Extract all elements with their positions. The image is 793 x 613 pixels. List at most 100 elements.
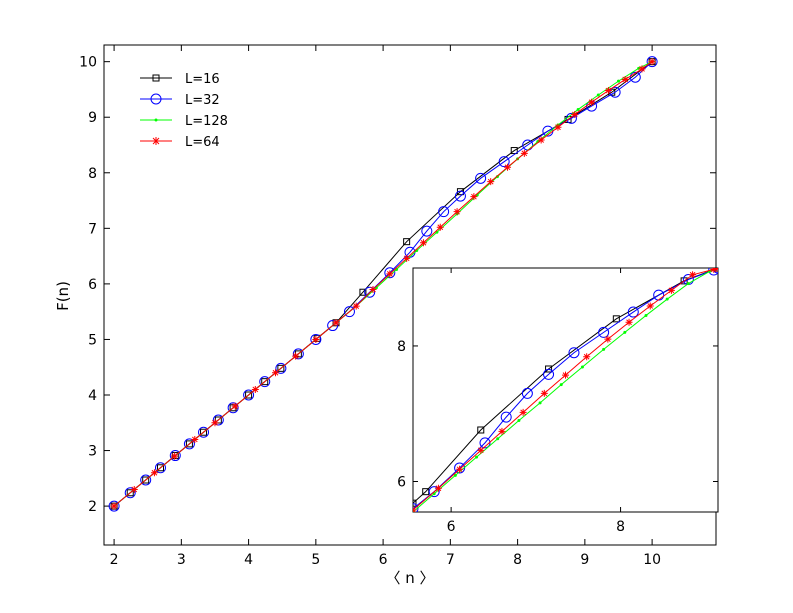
main-point-l64 [171,452,179,460]
main-point-l64 [604,87,612,95]
main-point-l64 [352,302,360,310]
main-point-l64 [554,123,562,131]
main-point-l64 [648,58,656,66]
inset-point-l64 [562,371,569,379]
inset-point-l128 [665,297,669,301]
main-x-tick-label: 2 [110,552,119,568]
legend: L=16 L=32 L=128 L=64 [140,72,228,150]
main-point-l16 [261,378,269,386]
inset-point-l64 [477,446,485,454]
main-point-l64 [487,178,495,186]
main-y-tick-label: 7 [88,221,97,237]
inset-point-l32 [598,326,610,338]
inset-point-l64 [604,335,612,343]
main-point-l64 [571,110,579,118]
inset-point-l32 [500,411,512,423]
inset-axis-ticks: 6 8 6 8 [397,268,718,535]
main-point-l64 [453,208,461,216]
inset-point-l128 [496,437,500,441]
main-point-l64 [419,239,427,247]
main-point-l64 [638,65,646,73]
legend-marker-l16 [152,74,160,82]
inset-series-line-l64 [413,268,718,511]
legend-label-l16: L=16 [185,72,220,87]
main-point-l64 [504,163,512,171]
main-x-tick-label: 8 [513,552,522,568]
inset-point-l16 [413,499,417,507]
inset-series-l64 [413,268,718,512]
main-y-tick-label: 5 [88,332,97,348]
main-point-l64 [369,285,377,293]
inset-point-l16 [477,426,485,434]
legend-label-l128: L=128 [185,114,228,129]
inset-series-line-l128 [413,268,718,512]
main-point-l64 [150,469,158,477]
main-y-tick-label: 4 [88,388,97,404]
main-point-l32 [275,362,287,374]
inset-point-l128 [644,313,648,317]
inset-point-l16 [545,365,553,373]
legend-entry-l32: L=32 [140,93,220,108]
main-point-l128 [576,107,580,111]
main-x-tick-label: 4 [244,552,253,568]
main-y-tick-label: 3 [88,444,97,460]
inset-point-l128 [623,330,627,334]
inset-y-tick-label: 8 [397,339,406,355]
inset-axes-box [412,267,719,513]
main-point-l64 [621,75,629,83]
main-point-l32 [646,56,658,68]
inset-series-group [413,268,718,512]
main-x-tick-label: 9 [580,552,589,568]
inset-point-l32 [568,347,580,359]
main-point-l32 [454,190,466,202]
inset-point-l64 [519,408,527,416]
inset-point-l128 [517,419,521,422]
main-point-l16 [510,147,518,155]
inset-point-l128 [602,347,606,351]
main-point-l32 [169,450,181,462]
inset-point-l64 [583,353,591,361]
main-point-l32 [421,225,433,237]
main-point-l32 [124,487,136,499]
main-point-l64 [332,319,340,327]
y-axis-label: F(n) [54,281,72,311]
main-axis-ticks: 2 3 4 5 6 7 8 9 10 2 3 4 5 6 7 8 9 10 [79,45,716,568]
inset-point-l64 [646,302,654,310]
inset-point-l16 [612,315,620,323]
inset-point-l64 [667,286,675,294]
main-point-l32 [259,376,271,388]
main-x-tick-label: 6 [379,552,388,568]
main-point-l32 [227,402,239,414]
inset-point-l64 [625,318,633,326]
inset-point-l32 [543,368,555,380]
main-point-l64 [251,385,259,393]
main-x-tick-label: 10 [643,552,661,568]
main-point-l32 [438,206,450,218]
main-point-l16 [277,364,285,372]
main-point-l32 [108,500,120,512]
legend-marker-l64 [152,137,160,145]
inset-point-l64 [710,268,718,273]
main-y-tick-label: 10 [79,55,97,71]
main-point-l32 [198,426,210,438]
main-point-l32 [629,71,641,83]
inset-y-tick-label: 6 [397,475,406,491]
inset-plot-area: 6 8 6 8 [397,267,719,535]
inset-point-l128 [538,401,542,405]
main-y-tick-label: 2 [88,499,97,515]
main-point-l16 [126,489,134,497]
main-point-l64 [110,502,118,510]
main-point-l16 [185,440,193,448]
inset-x-tick-label: 8 [616,519,625,535]
main-point-l32 [310,333,322,345]
legend-label-l64: L=64 [185,135,220,150]
legend-marker-l128 [154,118,158,122]
main-point-l32 [498,156,510,168]
legend-label-l32: L=32 [185,93,220,108]
main-point-l64 [436,223,444,231]
main-point-l32 [154,462,166,474]
main-point-l16 [359,288,367,296]
main-x-tick-label: 5 [311,552,320,568]
inset-point-l128 [453,473,457,477]
inset-point-l128 [559,383,563,387]
